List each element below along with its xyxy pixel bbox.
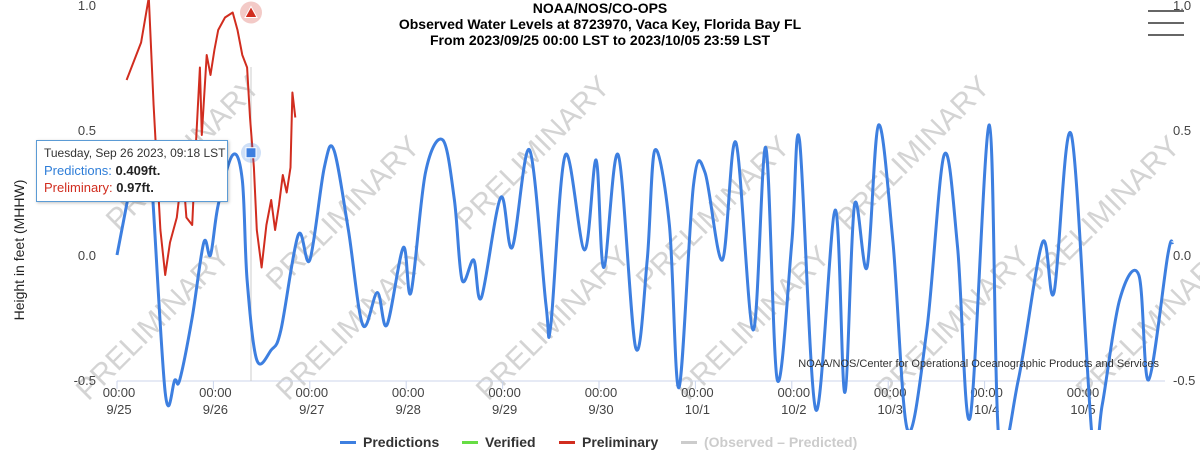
menu-bar-icon — [1148, 22, 1184, 24]
x-tick-date: 10/1 — [685, 402, 710, 417]
x-tick-time: 00:00 — [1067, 385, 1100, 400]
legend-label-preliminary: Preliminary — [582, 434, 659, 450]
y-tick-label: 0.5 — [78, 123, 96, 138]
watermark-layer: PRELIMINARY PRELIMINARY PRELIMINARY PRELIMI… — [70, 70, 1200, 407]
chart-title: NOAA/NOS/CO-OPS Observed Water Levels at… — [0, 0, 1200, 48]
marker-predictions — [245, 147, 257, 159]
series-line-predictions[interactable] — [115, 123, 1175, 430]
x-tick-time: 00:00 — [103, 385, 136, 400]
chart-legend: Predictions Verified Preliminary (Observ… — [0, 433, 1200, 451]
title-line-1: NOAA/NOS/CO-OPS — [532, 0, 668, 16]
x-tick-time: 00:00 — [488, 385, 521, 400]
x-tick-date: 10/5 — [1070, 402, 1095, 417]
tooltip-pred-label: Predictions: — [44, 163, 112, 178]
title-line-3: From 2023/09/25 00:00 LST to 2023/10/05 … — [429, 32, 771, 48]
legend-item-observed-predicted[interactable]: (Observed – Predicted) — [681, 433, 857, 451]
tooltip-prel-value: 0.97ft. — [116, 180, 154, 195]
y-tick-labels-right: 1.51.00.50.0-0.5 — [1173, 0, 1195, 388]
water-level-chart[interactable]: PRELIMINARY PRELIMINARY PRELIMINARY PRELIMI… — [0, 0, 1200, 430]
x-tick-date: 9/25 — [106, 402, 131, 417]
x-tick-time: 00:00 — [585, 385, 618, 400]
x-tick-date: 9/29 — [492, 402, 517, 417]
x-tick-date: 9/27 — [299, 402, 324, 417]
x-tick-layer: 00:00 9/25 00:00 9/26 00:00 9/27 00:00 9/28 00:0… — [103, 381, 1100, 417]
menu-bar-icon — [1148, 10, 1184, 12]
legend-label-predictions: Predictions — [363, 434, 440, 450]
y-axis-label: Height in feet (MHHW) — [11, 180, 27, 321]
legend-item-verified[interactable]: Verified — [462, 433, 536, 451]
title-line-2: Observed Water Levels at 8723970, Vaca K… — [398, 16, 802, 32]
tooltip-prel-row: Preliminary: 0.97ft. — [44, 179, 227, 196]
x-tick-time: 00:00 — [296, 385, 329, 400]
x-tick-date: 9/28 — [396, 402, 421, 417]
x-tick-date: 9/26 — [203, 402, 228, 417]
legend-swatch-verified — [462, 440, 478, 444]
tooltip-pred-value: 0.409ft. — [115, 163, 161, 178]
tooltip-pred-row: Predictions: 0.409ft. — [44, 162, 227, 179]
x-tick-time: 00:00 — [970, 385, 1003, 400]
y-tick-labels-left: 1.51.00.50.0-0.5 — [74, 0, 96, 388]
hover-tooltip: Tuesday, Sep 26 2023, 09:18 LST Predicti… — [36, 140, 228, 202]
credit-text: NOAA/NOS/Center for Operational Oceanogr… — [798, 358, 1159, 370]
watermark-text: PRELIMINARY — [1020, 130, 1187, 297]
tooltip-date: Tuesday, Sep 26 2023, 09:18 LST — [44, 146, 226, 160]
y-tick-label: 0.0 — [1173, 248, 1191, 263]
y-tick-label: -0.5 — [1173, 373, 1195, 388]
menu-bar-icon — [1148, 34, 1184, 36]
tooltip-prel-label: Preliminary: — [44, 180, 113, 195]
legend-swatch-predictions — [340, 440, 356, 444]
legend-swatch-observed-predicted — [681, 440, 697, 444]
legend-label-observed-predicted: (Observed – Predicted) — [704, 434, 858, 450]
y-tick-label: 1.0 — [78, 0, 96, 13]
x-tick-time: 00:00 — [778, 385, 811, 400]
x-tick-date: 10/2 — [781, 402, 806, 417]
y-tick-label: 1.0 — [1173, 0, 1191, 13]
x-tick-time: 00:00 — [874, 385, 907, 400]
legend-item-preliminary[interactable]: Preliminary — [559, 433, 658, 451]
x-tick-time: 00:00 — [681, 385, 714, 400]
hover-markers — [239, 1, 262, 163]
x-tick-time: 00:00 — [392, 385, 425, 400]
x-tick-time: 00:00 — [199, 385, 232, 400]
chart-menu-button[interactable] — [1148, 10, 1184, 40]
legend-item-predictions[interactable]: Predictions — [340, 433, 439, 451]
series-line-preliminary[interactable] — [125, 0, 297, 276]
legend-label-verified: Verified — [485, 434, 536, 450]
y-tick-label: 0.0 — [78, 248, 96, 263]
watermark-text: PRELIMINARY — [470, 240, 637, 407]
marker-preliminary — [244, 5, 258, 18]
legend-swatch-preliminary — [559, 440, 575, 444]
x-tick-date: 9/30 — [588, 402, 613, 417]
y-tick-label: 0.5 — [1173, 123, 1191, 138]
x-tick-date: 10/4 — [974, 402, 999, 417]
x-tick-date: 10/3 — [878, 402, 903, 417]
y-tick-label: -0.5 — [74, 373, 96, 388]
